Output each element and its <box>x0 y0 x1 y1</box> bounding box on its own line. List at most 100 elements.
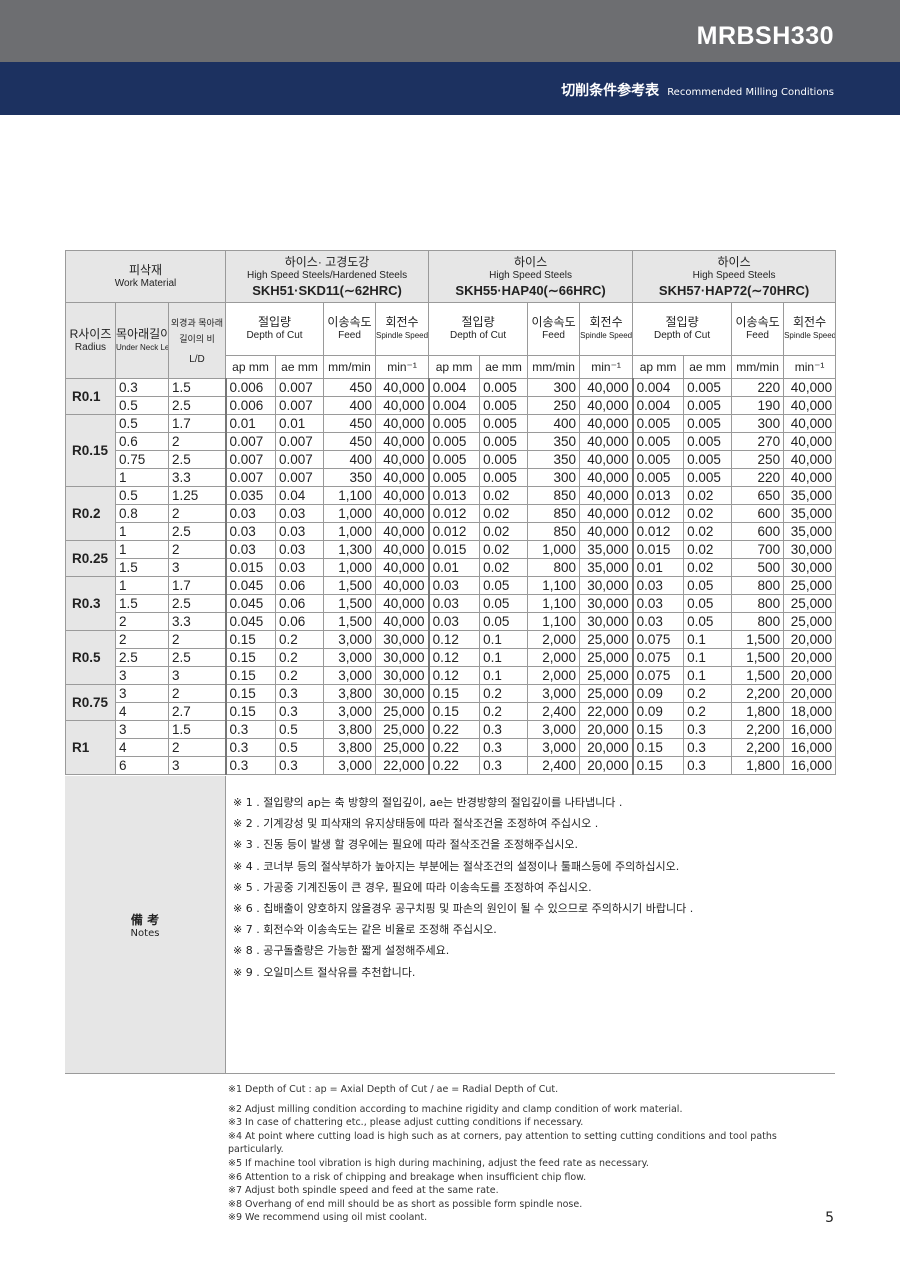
value-cell: 40,000 <box>579 414 634 433</box>
size-cell: 0.5 <box>115 414 169 433</box>
value-cell: 40,000 <box>375 450 430 469</box>
note-ko: ※ 4 . 코너부 등의 절삭부하가 높아지는 부분에는 절삭조건의 설정이나 … <box>233 859 680 873</box>
value-cell: 0.15 <box>224 684 277 703</box>
size-cell: 3 <box>115 666 169 685</box>
size-cell: 1 <box>115 576 169 595</box>
value-cell: 30,000 <box>375 684 430 703</box>
value-cell: 2,000 <box>527 630 581 649</box>
value-cell: 0.3 <box>224 720 277 739</box>
value-cell: 40,000 <box>579 486 634 505</box>
value-cell: 0.005 <box>683 378 733 397</box>
data-row: 2.5 2.5 0.15 0.2 3,000 30,000 0.12 0.1 2,000 25,0… <box>66 648 837 667</box>
value-cell: 3,000 <box>323 702 377 721</box>
value-cell: 1,100 <box>527 576 581 595</box>
unit-cell: ap mm <box>225 355 277 379</box>
value-cell: 0.03 <box>427 594 481 613</box>
size-cell: 0.5 <box>115 396 169 415</box>
value-cell: 0.015 <box>427 540 481 559</box>
unit-cell: min⁻¹ <box>375 355 430 379</box>
value-cell: 40,000 <box>375 504 430 523</box>
speed-head-ko: 회전수 <box>385 315 419 329</box>
value-cell: 0.12 <box>427 666 481 685</box>
value-cell: 0.007 <box>275 396 325 415</box>
unit-cell: ap mm <box>428 355 481 379</box>
value-cell: 40,000 <box>375 612 430 631</box>
value-cell: 3,800 <box>323 738 377 757</box>
value-cell: 0.005 <box>427 432 481 451</box>
value-cell: 3,000 <box>323 630 377 649</box>
radius-cell: R0.3 <box>65 576 116 631</box>
size-cell: 2.5 <box>167 594 227 613</box>
material-cell: 하이스· 고경도강 High Speed Steels/Hardened Stee… <box>225 250 430 303</box>
value-cell: 40,000 <box>783 432 837 451</box>
value-cell: 0.004 <box>427 378 481 397</box>
value-cell: 0.006 <box>224 378 277 397</box>
value-cell: 350 <box>323 468 377 487</box>
value-cell: 0.02 <box>683 558 733 577</box>
data-row: 1.5 3 0.015 0.03 1,000 40,000 0.01 0.02 800 35,00… <box>66 558 837 577</box>
data-row: 4 2.7 0.15 0.3 3,000 25,000 0.15 0.2 2,400 22,000… <box>66 702 837 721</box>
note-ko: ※ 6 . 칩배출이 양호하지 않을경우 공구치핑 및 파손의 원인이 될 수 … <box>233 902 694 916</box>
value-cell: 0.3 <box>683 720 733 739</box>
value-cell: 30,000 <box>783 540 837 559</box>
value-cell: 0.15 <box>427 702 481 721</box>
note-en: ※3 In case of chattering etc., please ad… <box>228 1117 584 1129</box>
value-cell: 0.22 <box>427 738 481 757</box>
radius-cell: R0.15 <box>65 414 116 487</box>
value-cell: 30,000 <box>783 558 837 577</box>
value-cell: 25,000 <box>375 720 430 739</box>
depth-head-en: Depth of Cut <box>246 330 303 341</box>
unit-cell: mm/min <box>323 355 377 379</box>
value-cell: 0.22 <box>427 756 481 775</box>
value-cell: 800 <box>527 558 581 577</box>
unit-cell: min⁻¹ <box>579 355 634 379</box>
material-ko: 하이스· 고경도강 <box>284 255 370 269</box>
data-row: 6 3 0.3 0.3 3,000 22,000 0.22 0.3 2,400 20,000 0.1… <box>66 756 837 775</box>
value-cell: 1,000 <box>323 504 377 523</box>
value-cell: 0.01 <box>427 558 481 577</box>
value-cell: 0.3 <box>479 756 529 775</box>
feed-head: 이송속도 Feed <box>323 302 377 356</box>
value-cell: 20,000 <box>783 684 837 703</box>
value-cell: 0.02 <box>683 504 733 523</box>
material-cell: 하이스 High Speed Steels SKH55·HAP40(∼66HRC) <box>428 250 634 303</box>
value-cell: 40,000 <box>375 468 430 487</box>
data-row: 3 3 0.15 0.2 3,000 30,000 0.12 0.1 2,000 25,000 0.… <box>66 666 837 685</box>
unit-cell: ae mm <box>479 355 529 379</box>
value-cell: 0.15 <box>631 756 685 775</box>
value-cell: 0.02 <box>479 540 529 559</box>
value-cell: 0.075 <box>631 648 685 667</box>
value-cell: 850 <box>527 486 581 505</box>
data-row: 0.6 2 0.007 0.007 450 40,000 0.005 0.005 350 40,0… <box>66 432 837 451</box>
value-cell: 0.03 <box>427 612 481 631</box>
value-cell: 30,000 <box>375 666 430 685</box>
value-cell: 300 <box>527 468 581 487</box>
value-cell: 700 <box>731 540 785 559</box>
ld-ko: 외경과 목아래 길이의 비 <box>170 318 224 344</box>
value-cell: 0.2 <box>275 630 325 649</box>
value-cell: 0.06 <box>275 576 325 595</box>
value-cell: 2,400 <box>527 702 581 721</box>
feed-head-ko: 이송속도 <box>327 315 372 329</box>
value-cell: 450 <box>323 414 377 433</box>
value-cell: 0.01 <box>224 414 277 433</box>
size-cell: 2 <box>115 612 169 631</box>
neck-head-en: Under Neck Length <box>116 342 168 352</box>
value-cell: 1,000 <box>323 522 377 541</box>
value-cell: 3,000 <box>323 756 377 775</box>
depth-head: 절입량 Depth of Cut <box>225 302 325 356</box>
header-row: ap mm ae mm mm/min min⁻¹ ap mm ae mm mm/min min… <box>66 355 837 379</box>
radius-cell: R1 <box>65 720 116 775</box>
size-cell: 3 <box>115 720 169 739</box>
value-cell: 18,000 <box>783 702 837 721</box>
value-cell: 1,100 <box>323 486 377 505</box>
size-cell: 2 <box>167 540 227 559</box>
header-row: 피삭재 Work Material 하이스· 고경도강 High Speed Stee… <box>64 250 837 303</box>
value-cell: 0.02 <box>479 504 529 523</box>
value-cell: 0.03 <box>275 558 325 577</box>
size-cell: 2.5 <box>167 522 227 541</box>
value-cell: 22,000 <box>375 756 430 775</box>
value-cell: 0.03 <box>275 504 325 523</box>
value-cell: 40,000 <box>579 450 634 469</box>
